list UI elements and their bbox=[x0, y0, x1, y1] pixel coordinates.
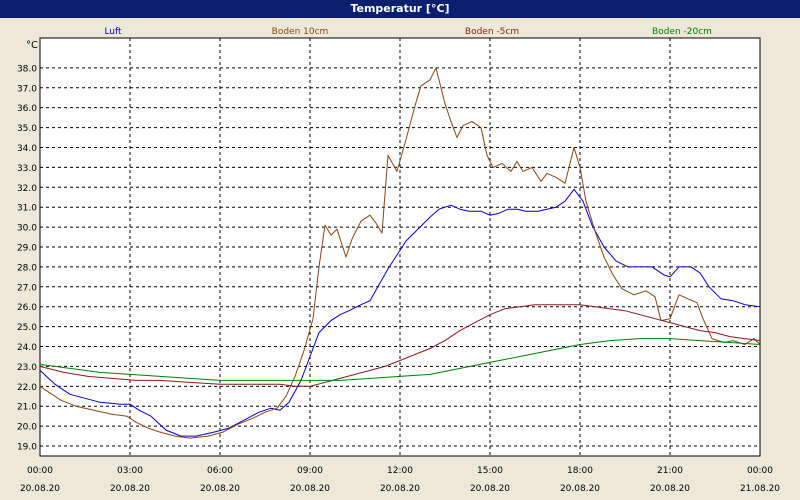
grid-lines bbox=[40, 38, 760, 456]
y-tick-label: 23.0 bbox=[17, 363, 37, 373]
y-tick-label: 34.0 bbox=[17, 144, 37, 154]
x-tick-date-label: 20.08.20 bbox=[20, 484, 60, 494]
y-tick-label: 20.0 bbox=[17, 423, 37, 433]
series-line-1 bbox=[39, 188, 761, 437]
x-tick-date-label: 20.08.20 bbox=[110, 484, 150, 494]
legend: Luft Boden 10cm Boden -5cm Boden -20cm bbox=[104, 27, 712, 37]
y-axis-unit-label: °C bbox=[26, 40, 38, 51]
x-tick-time-label: 21:00 bbox=[657, 466, 683, 476]
x-tick-time-label: 06:00 bbox=[207, 466, 233, 476]
legend-entry: Luft bbox=[104, 27, 122, 37]
y-tick-label: 36.0 bbox=[17, 104, 37, 114]
x-tick-date-label: 20.08.20 bbox=[380, 484, 420, 494]
x-tick-time-label: 00:00 bbox=[747, 466, 773, 476]
y-tick-label: 28.0 bbox=[17, 263, 37, 273]
y-axis: °C 19.0 20.0 21.0 22.0 23.0 24.0 25.0 26.0 27.0 2… bbox=[17, 40, 38, 453]
y-tick-label: 22.0 bbox=[17, 383, 37, 393]
y-tick-label: 31.0 bbox=[17, 204, 37, 214]
x-tick-date-label: 21.08.20 bbox=[740, 484, 780, 494]
x-tick-time-label: 00:00 bbox=[27, 466, 53, 476]
y-tick-label: 35.0 bbox=[17, 124, 37, 134]
y-tick-label: 33.0 bbox=[17, 164, 37, 174]
y-tick-label: 26.0 bbox=[17, 303, 37, 313]
legend-entry: Boden 10cm bbox=[272, 27, 329, 37]
series-line-3 bbox=[39, 304, 761, 387]
x-tick-date-label: 20.08.20 bbox=[470, 484, 510, 494]
y-tick-label: 37.0 bbox=[17, 84, 37, 94]
legend-entry: Boden -20cm bbox=[652, 27, 712, 37]
x-tick-date-label: 20.08.20 bbox=[290, 484, 330, 494]
y-tick-label: 38.0 bbox=[17, 64, 37, 74]
x-tick-time-label: 09:00 bbox=[297, 466, 323, 476]
x-tick-time-label: 03:00 bbox=[117, 466, 143, 476]
temperature-chart: °C 19.0 20.0 21.0 22.0 23.0 24.0 25.0 26.0 27.0 2… bbox=[0, 18, 800, 500]
y-tick-label: 24.0 bbox=[17, 343, 37, 353]
x-tick-date-label: 20.08.20 bbox=[560, 484, 600, 494]
x-axis: 00:00 20.08.20 03:00 20.08.20 06:00 20.08.20 0… bbox=[20, 466, 780, 494]
x-tick-time-label: 12:00 bbox=[387, 466, 413, 476]
y-tick-label: 19.0 bbox=[17, 443, 37, 453]
y-tick-label: 32.0 bbox=[17, 184, 37, 194]
x-tick-date-label: 20.08.20 bbox=[650, 484, 690, 494]
y-tick-label: 21.0 bbox=[17, 403, 37, 413]
y-tick-label: 25.0 bbox=[17, 323, 37, 333]
series-line-2 bbox=[39, 67, 761, 439]
y-tick-label: 29.0 bbox=[17, 244, 37, 254]
chart-title-bar: Temperatur [°C] bbox=[0, 0, 800, 18]
y-tick-label: 27.0 bbox=[17, 283, 37, 293]
x-tick-date-label: 20.08.20 bbox=[200, 484, 240, 494]
x-tick-time-label: 15:00 bbox=[477, 466, 503, 476]
legend-entry: Boden -5cm bbox=[465, 27, 519, 37]
data-series bbox=[39, 67, 761, 439]
series-line-4 bbox=[39, 338, 761, 381]
chart-title: Temperatur [°C] bbox=[350, 2, 450, 15]
x-tick-time-label: 18:00 bbox=[567, 466, 593, 476]
y-tick-label: 30.0 bbox=[17, 224, 37, 234]
